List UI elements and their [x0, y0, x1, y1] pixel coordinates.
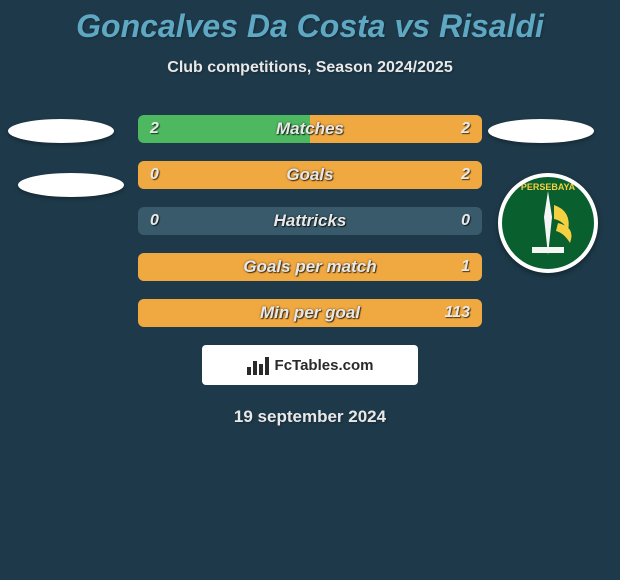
- left-team-badge-1: [8, 119, 114, 143]
- comparison-infographic: Goncalves Da Costa vs Risaldi Club compe…: [0, 0, 620, 580]
- bars-icon: [247, 355, 269, 375]
- stat-row: 1Goals per match: [138, 253, 482, 281]
- brand-text: FcTables.com: [275, 357, 374, 374]
- stat-row: 113Min per goal: [138, 299, 482, 327]
- date-text: 19 september 2024: [0, 407, 620, 427]
- stat-row: 02Goals: [138, 161, 482, 189]
- stat-label: Min per goal: [138, 299, 482, 327]
- page-title: Goncalves Da Costa vs Risaldi: [0, 0, 620, 45]
- stat-label: Matches: [138, 115, 482, 143]
- club-badge-persebaya: PERSEBAYA: [498, 173, 598, 273]
- stat-label: Goals per match: [138, 253, 482, 281]
- right-team-badge-1: [488, 119, 594, 143]
- stat-label: Goals: [138, 161, 482, 189]
- left-team-badge-2: [18, 173, 124, 197]
- stat-label: Hattricks: [138, 207, 482, 235]
- stat-row: 22Matches: [138, 115, 482, 143]
- persebaya-crest-icon: PERSEBAYA: [502, 177, 594, 269]
- svg-text:PERSEBAYA: PERSEBAYA: [521, 182, 576, 192]
- stat-row: 00Hattricks: [138, 207, 482, 235]
- brand-box: FcTables.com: [202, 345, 418, 385]
- subtitle: Club competitions, Season 2024/2025: [0, 59, 620, 77]
- stats-area: PERSEBAYA 22Matches 02Goals 00Hattricks 1Go…: [0, 115, 620, 327]
